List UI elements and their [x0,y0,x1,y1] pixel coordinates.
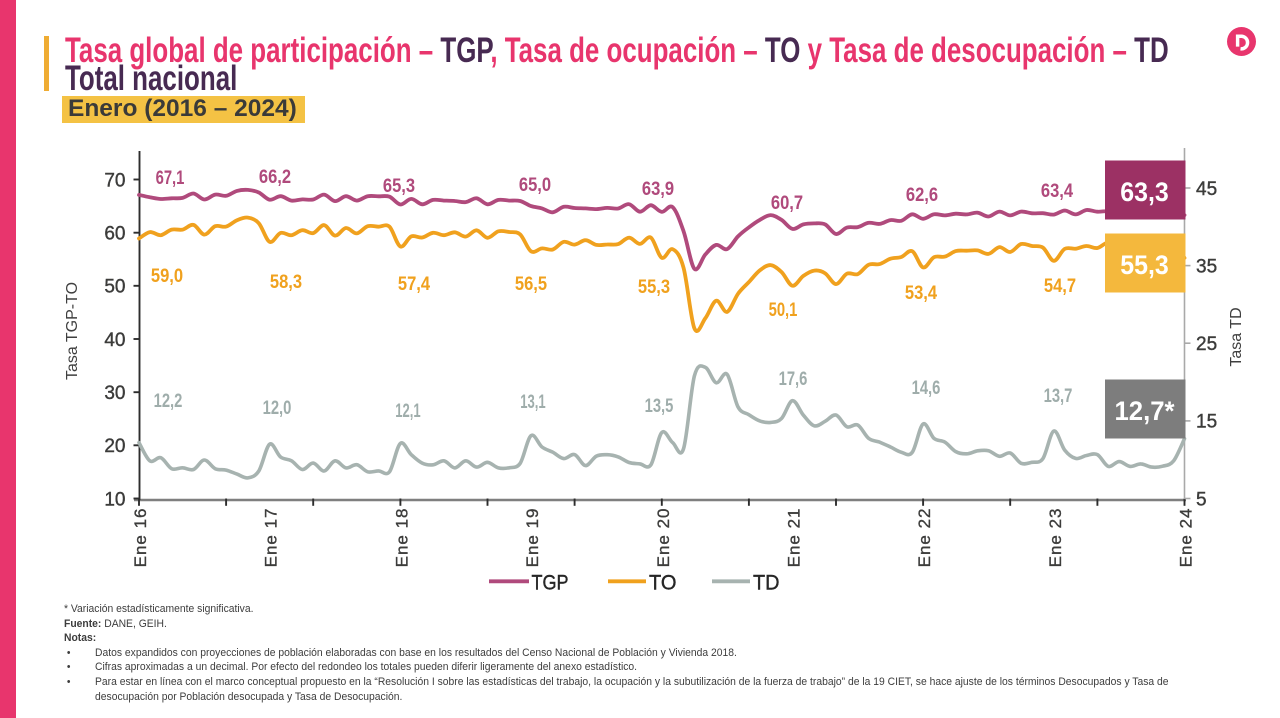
svg-text:Ene 19: Ene 19 [523,508,542,568]
svg-text:25: 25 [1196,334,1217,355]
svg-text:63,4: 63,4 [1041,181,1074,202]
svg-text:12,2: 12,2 [154,391,183,412]
svg-text:Tasa TGP-TO: Tasa TGP-TO [64,282,81,380]
svg-text:20: 20 [104,436,125,457]
svg-text:13,7: 13,7 [1044,386,1073,407]
svg-text:Ene 17: Ene 17 [262,508,281,568]
svg-text:58,3: 58,3 [270,272,302,293]
svg-text:57,4: 57,4 [398,274,431,295]
svg-text:Ene 18: Ene 18 [392,508,411,568]
svg-text:53,4: 53,4 [905,283,938,304]
svg-text:Tasa TD: Tasa TD [1228,307,1245,366]
svg-text:12,7*: 12,7* [1115,396,1175,426]
svg-text:Ene 20: Ene 20 [654,508,673,568]
svg-text:63,3: 63,3 [1120,177,1169,207]
svg-text:Ene 22: Ene 22 [915,508,934,568]
svg-text:Ene 16: Ene 16 [131,508,150,568]
svg-text:50,1: 50,1 [769,300,798,321]
svg-text:55,3: 55,3 [1120,250,1169,280]
svg-text:TO: TO [649,571,677,595]
svg-text:56,5: 56,5 [515,274,548,295]
svg-text:13,1: 13,1 [520,392,546,413]
svg-text:66,2: 66,2 [259,167,291,188]
svg-text:63,9: 63,9 [642,179,674,200]
svg-text:12,1: 12,1 [395,401,421,422]
svg-text:Ene 24: Ene 24 [1177,508,1196,568]
svg-text:40: 40 [104,330,125,351]
svg-text:50: 50 [104,277,125,298]
svg-text:5: 5 [1196,489,1207,510]
svg-text:35: 35 [1196,256,1217,277]
svg-text:67,1: 67,1 [156,168,185,189]
svg-text:55,3: 55,3 [638,277,670,298]
svg-text:60: 60 [104,224,125,245]
svg-text:70: 70 [104,170,125,191]
svg-text:60,7: 60,7 [771,193,803,214]
svg-text:13,5: 13,5 [645,396,674,417]
svg-text:59,0: 59,0 [151,266,183,287]
svg-text:Ene 23: Ene 23 [1046,508,1065,568]
svg-text:62,6: 62,6 [906,185,938,206]
svg-text:10: 10 [104,489,125,510]
svg-text:TD: TD [753,571,780,595]
svg-text:14,6: 14,6 [912,378,941,399]
svg-text:17,6: 17,6 [779,369,808,390]
svg-text:54,7: 54,7 [1044,276,1076,297]
svg-text:45: 45 [1196,179,1217,200]
svg-text:30: 30 [104,383,125,404]
svg-text:12,0: 12,0 [263,398,292,419]
svg-text:TGP: TGP [532,571,569,595]
svg-text:Ene 21: Ene 21 [784,508,803,568]
svg-text:65,0: 65,0 [519,175,551,196]
svg-text:15: 15 [1196,412,1217,433]
svg-text:65,3: 65,3 [383,176,415,197]
